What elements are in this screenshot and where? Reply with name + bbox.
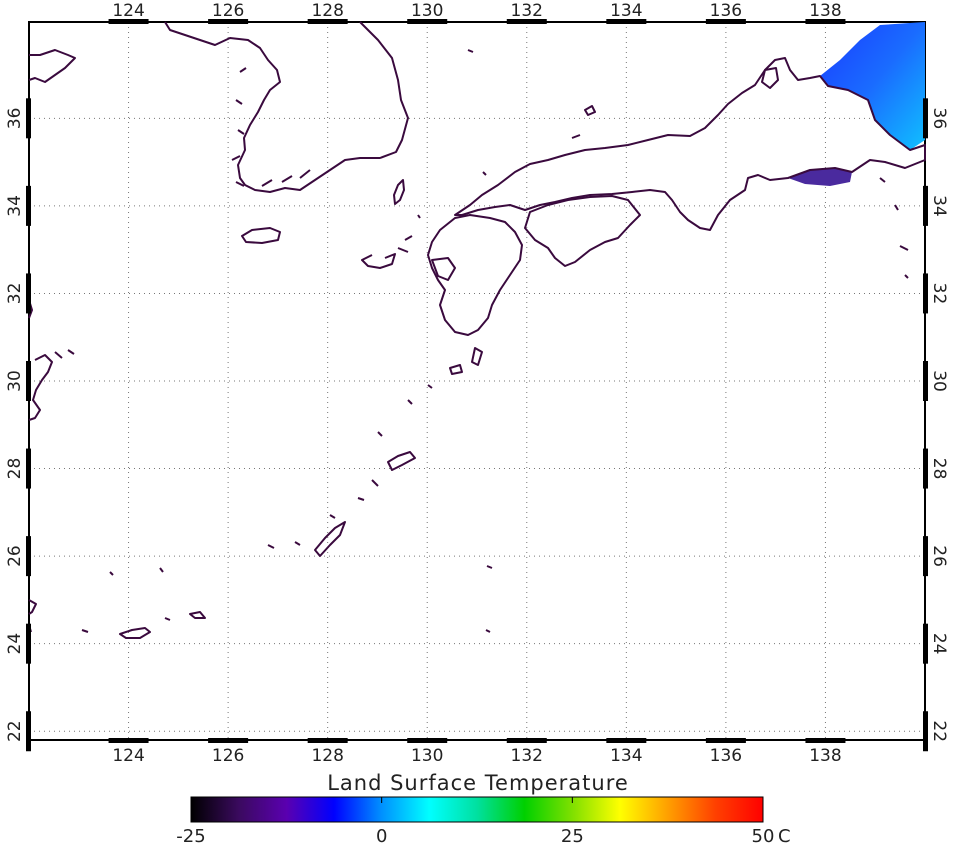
lat-label-left: 22	[5, 720, 25, 742]
lon-label-top: 130	[411, 1, 443, 21]
coast-sakishima	[81, 567, 206, 639]
lat-tick-right	[923, 536, 928, 577]
lat-label-right: 26	[929, 545, 949, 567]
lat-label-right: 34	[929, 195, 949, 217]
lon-tick-bottom	[506, 738, 547, 743]
lon-label-bottom: 132	[511, 746, 543, 766]
coast-jeju	[241, 227, 281, 244]
lon-label-bottom: 126	[212, 746, 244, 766]
lst-data-patch	[820, 22, 925, 150]
map-frame	[28, 21, 926, 741]
colorbar-tick-label: 0	[376, 826, 387, 847]
coast-korea-west-islands	[231, 67, 311, 187]
coast-east-islands	[485, 177, 909, 633]
lon-tick-top	[108, 19, 149, 24]
lat-label-right: 36	[929, 107, 949, 129]
lon-label-top: 124	[112, 1, 144, 21]
coast-shikoku	[524, 195, 641, 267]
coast-kyushu-islands	[361, 214, 456, 281]
lat-tick-left	[26, 623, 31, 664]
lat-label-left: 32	[5, 283, 25, 305]
lat-tick-right	[923, 185, 928, 226]
lon-tick-top	[606, 19, 647, 24]
lat-label-right: 30	[929, 370, 949, 392]
coast-china-north	[28, 49, 76, 83]
lon-label-bottom: 128	[311, 746, 343, 766]
lat-label-left: 34	[5, 195, 25, 217]
coast-yakushima	[449, 364, 463, 375]
lat-label-left: 36	[5, 107, 25, 129]
lat-tick-left	[26, 361, 31, 401]
colorbar-ticks: -25 0 25 50	[176, 797, 774, 847]
lat-label-right: 24	[929, 633, 949, 655]
colorbar-tick-label: 50	[752, 826, 775, 847]
lat-tick-right	[923, 448, 928, 489]
coast-china-islands	[28, 299, 75, 421]
coast-noto	[761, 67, 779, 89]
lon-label-top: 126	[212, 1, 244, 21]
lat-label-right: 32	[929, 283, 949, 305]
lat-label-left: 30	[5, 370, 25, 392]
lon-tick-bottom	[108, 738, 149, 743]
lat-tick-right	[923, 98, 928, 139]
lat-label-left: 28	[5, 458, 25, 480]
axis-ticks: 124 124 126 126 128 128 130 130 132 132 134 134 136 1…	[5, 1, 949, 766]
lon-label-bottom: 136	[710, 746, 742, 766]
lat-tick-left	[26, 273, 31, 314]
lat-label-left: 24	[5, 633, 25, 655]
colorbar-unit: C	[778, 826, 791, 847]
lon-tick-top	[705, 19, 746, 24]
colorbar	[190, 796, 764, 823]
lon-label-top: 134	[610, 1, 642, 21]
lon-label-top: 128	[311, 1, 343, 21]
lon-label-bottom: 130	[411, 746, 443, 766]
lon-label-top: 138	[809, 1, 841, 21]
lon-label-bottom: 124	[112, 746, 144, 766]
colorbar-tick-label: -25	[176, 826, 205, 847]
lon-tick-bottom	[805, 738, 846, 743]
coast-korea	[164, 21, 409, 193]
lon-label-bottom: 134	[610, 746, 642, 766]
lat-tick-right	[923, 711, 928, 752]
lon-label-top: 136	[710, 1, 742, 21]
coastlines	[28, 21, 926, 639]
lat-tick-right	[923, 623, 928, 664]
lon-tick-top	[407, 19, 448, 24]
lat-label-right: 22	[929, 720, 949, 742]
colorbar-tick-label: 25	[561, 826, 584, 847]
lat-tick-left	[26, 98, 31, 139]
lon-tick-bottom	[307, 738, 348, 743]
lat-label-left: 26	[5, 545, 25, 567]
lon-tick-bottom	[208, 738, 249, 743]
lat-tick-left	[26, 711, 31, 752]
lat-tick-right	[923, 273, 928, 314]
lon-tick-top	[307, 19, 348, 24]
coast-oki	[467, 49, 596, 176]
lon-tick-top	[208, 19, 249, 24]
lon-tick-top	[805, 19, 846, 24]
lat-tick-left	[26, 536, 31, 577]
coast-ryukyu-small	[267, 384, 433, 549]
lon-tick-bottom	[606, 738, 647, 743]
coast-tsushima	[393, 179, 405, 205]
coast-okinawa	[314, 521, 346, 557]
lat-tick-right	[923, 361, 928, 401]
lat-label-right: 28	[929, 458, 949, 480]
coast-honshu	[454, 57, 926, 231]
lon-tick-top	[506, 19, 547, 24]
lon-tick-bottom	[407, 738, 448, 743]
lat-tick-left	[26, 448, 31, 489]
lon-label-top: 132	[511, 1, 543, 21]
lon-label-bottom: 138	[809, 746, 841, 766]
coast-tanegashima	[471, 347, 483, 366]
coast-kyushu	[427, 214, 523, 336]
lon-tick-bottom	[705, 738, 746, 743]
lat-tick-left	[26, 185, 31, 226]
legend-title: Land Surface Temperature	[327, 771, 629, 795]
coast-amami	[387, 451, 416, 471]
